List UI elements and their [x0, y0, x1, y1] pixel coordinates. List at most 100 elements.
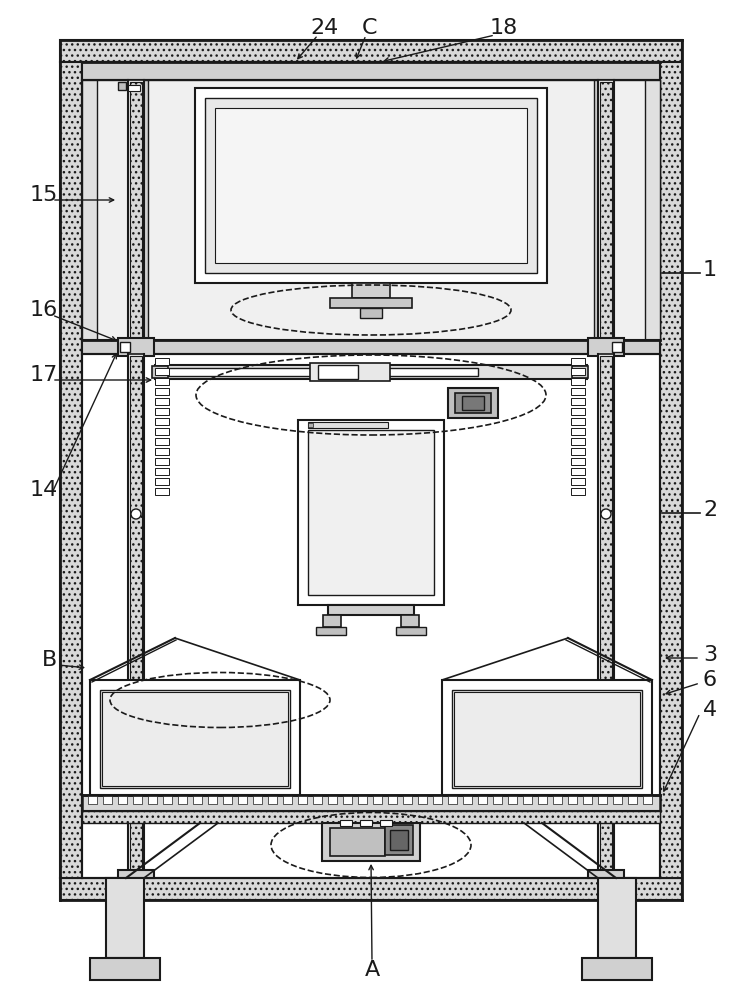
Bar: [193, 796, 202, 804]
Bar: [118, 870, 154, 878]
Bar: [388, 796, 397, 804]
Bar: [298, 796, 307, 804]
Text: 24: 24: [310, 18, 338, 38]
Bar: [598, 878, 636, 958]
Bar: [82, 80, 660, 340]
Bar: [82, 62, 660, 80]
Bar: [583, 796, 592, 804]
Bar: [352, 283, 390, 298]
Bar: [308, 422, 388, 428]
Bar: [130, 356, 142, 872]
Bar: [155, 458, 169, 465]
Bar: [452, 690, 642, 788]
Bar: [82, 340, 660, 354]
Bar: [588, 338, 624, 356]
Circle shape: [131, 509, 141, 519]
Bar: [155, 428, 169, 435]
Circle shape: [601, 509, 611, 519]
Bar: [330, 828, 385, 856]
Text: 2: 2: [703, 500, 717, 520]
Bar: [178, 796, 187, 804]
Bar: [128, 80, 144, 340]
Text: 18: 18: [490, 18, 518, 38]
Bar: [155, 468, 169, 475]
Bar: [403, 796, 412, 804]
Bar: [454, 692, 640, 786]
Bar: [155, 488, 169, 495]
Bar: [448, 796, 457, 804]
Bar: [328, 605, 414, 615]
Bar: [571, 398, 585, 405]
Bar: [571, 408, 585, 415]
Bar: [330, 298, 412, 308]
Bar: [571, 468, 585, 475]
Bar: [568, 796, 577, 804]
Bar: [128, 354, 144, 874]
Bar: [571, 488, 585, 495]
Bar: [594, 80, 602, 340]
Bar: [298, 420, 444, 605]
Bar: [118, 82, 126, 90]
Text: C: C: [362, 18, 378, 38]
Bar: [571, 438, 585, 445]
Bar: [493, 796, 502, 804]
Text: 14: 14: [30, 480, 59, 500]
Bar: [118, 796, 127, 804]
Bar: [571, 448, 585, 455]
Bar: [195, 88, 547, 283]
Bar: [322, 823, 420, 861]
Bar: [205, 98, 537, 273]
Bar: [152, 366, 168, 378]
Bar: [571, 418, 585, 425]
Bar: [90, 958, 160, 980]
Bar: [600, 356, 612, 872]
Bar: [155, 358, 169, 365]
Bar: [148, 796, 157, 804]
Bar: [308, 430, 434, 595]
Bar: [478, 796, 487, 804]
Bar: [140, 80, 148, 340]
Bar: [433, 796, 442, 804]
Bar: [155, 448, 169, 455]
Bar: [571, 458, 585, 465]
Bar: [155, 388, 169, 395]
Bar: [523, 796, 532, 804]
Bar: [418, 796, 427, 804]
Bar: [385, 825, 413, 855]
Bar: [643, 796, 652, 804]
Bar: [168, 368, 478, 376]
Bar: [340, 820, 352, 826]
Bar: [328, 796, 337, 804]
Bar: [215, 108, 527, 263]
Bar: [308, 423, 313, 427]
Bar: [360, 308, 382, 318]
Bar: [660, 62, 682, 878]
Bar: [60, 62, 82, 878]
Bar: [120, 342, 130, 352]
Bar: [163, 796, 172, 804]
Bar: [588, 870, 624, 878]
Bar: [82, 795, 660, 811]
Bar: [238, 796, 247, 804]
Bar: [155, 478, 169, 485]
Text: 15: 15: [30, 185, 59, 205]
Bar: [612, 342, 622, 352]
Bar: [133, 796, 142, 804]
Bar: [155, 398, 169, 405]
Bar: [130, 82, 142, 338]
Bar: [128, 85, 140, 91]
Bar: [316, 627, 346, 635]
Bar: [318, 365, 358, 379]
Bar: [645, 80, 660, 340]
Bar: [155, 438, 169, 445]
Bar: [553, 796, 562, 804]
Text: 3: 3: [703, 645, 717, 665]
Bar: [628, 796, 637, 804]
Bar: [396, 627, 426, 635]
Bar: [90, 680, 300, 795]
Bar: [598, 354, 614, 874]
Bar: [600, 82, 612, 338]
Bar: [613, 796, 622, 804]
Bar: [313, 796, 322, 804]
Bar: [253, 796, 262, 804]
